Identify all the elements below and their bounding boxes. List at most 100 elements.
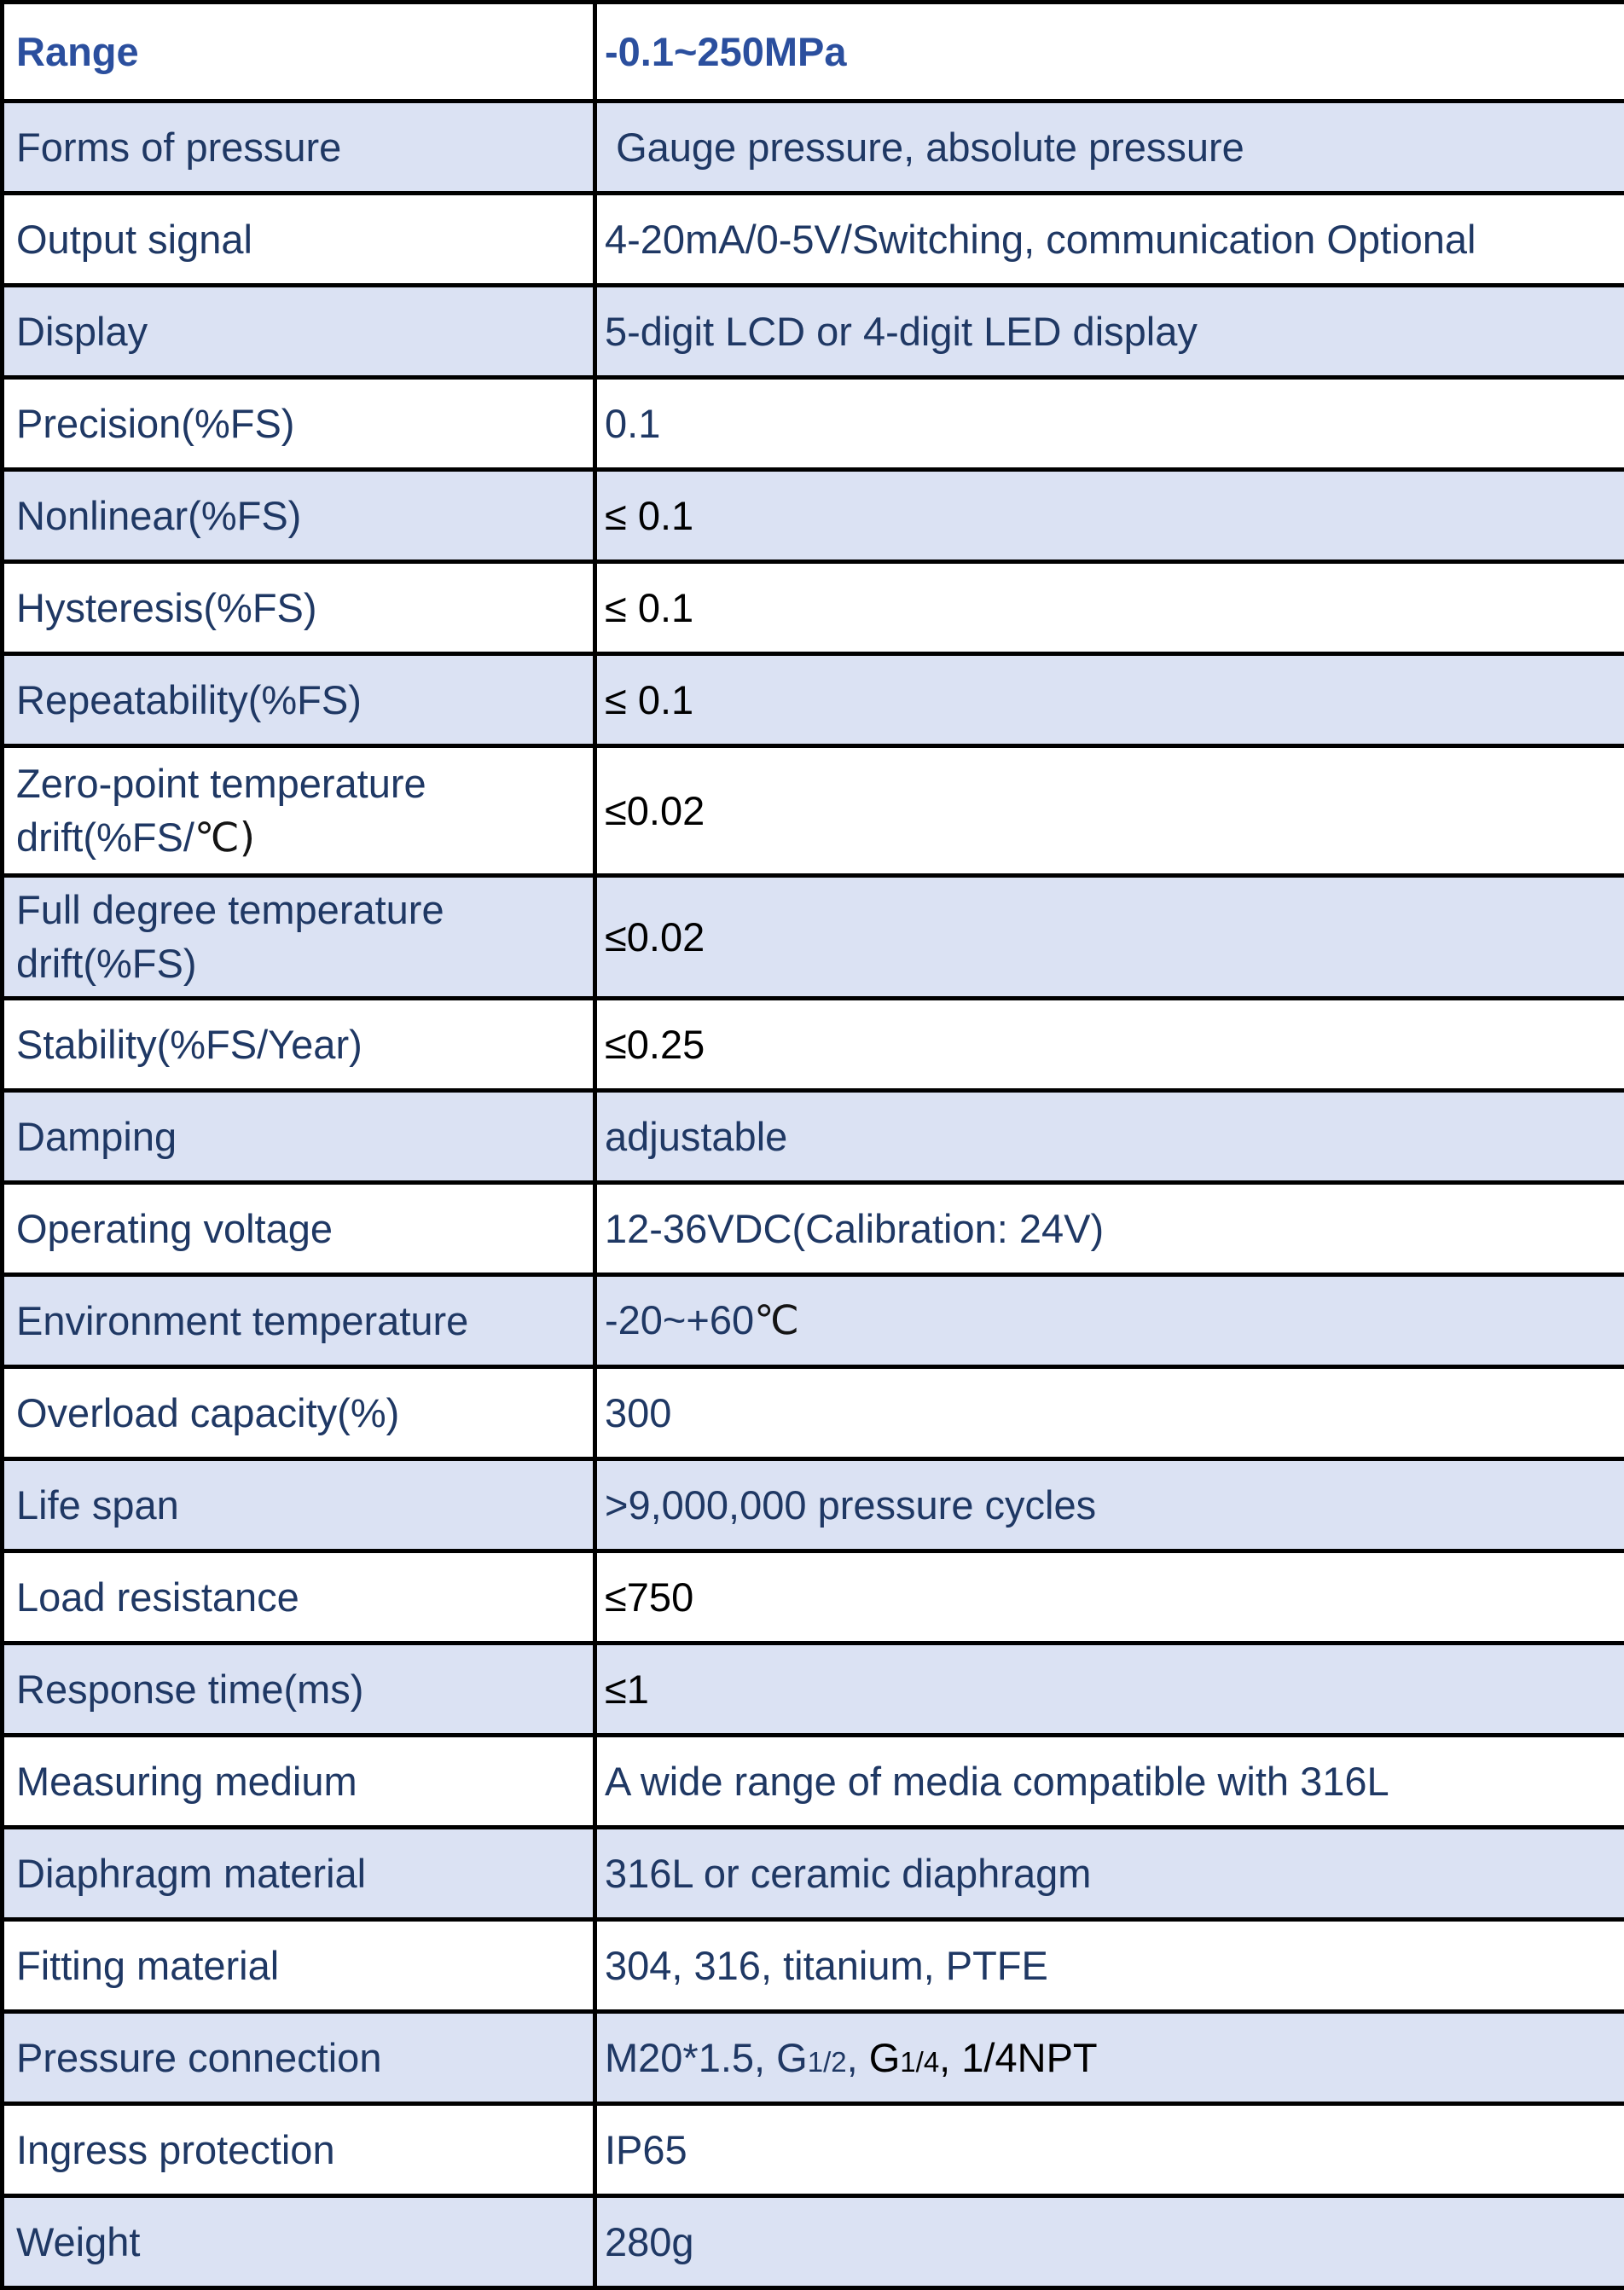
spec-label-cell: Zero-point temperature drift(%FS/℃) bbox=[3, 746, 595, 876]
spec-label-cell: Weight bbox=[3, 2195, 595, 2287]
value-text: , 1/4NPT bbox=[939, 2035, 1097, 2080]
value-text: 1/2 bbox=[808, 2046, 847, 2078]
value-text: IP65 bbox=[605, 2127, 687, 2172]
spec-row: Ingress protection IP65 bbox=[3, 2103, 1624, 2195]
spec-row: Life span >9,000,000 pressure cycles bbox=[3, 1458, 1624, 1551]
spec-value-cell: adjustable bbox=[595, 1090, 1624, 1182]
spec-label-cell: Diaphragm material bbox=[3, 1827, 595, 1919]
spec-value-cell: 12-36VDC(Calibration: 24V) bbox=[595, 1182, 1624, 1274]
spec-row: Stability(%FS/Year) ≤0.25 bbox=[3, 998, 1624, 1090]
spec-value-cell: 0.1 bbox=[595, 378, 1624, 470]
value-text: ≤1 bbox=[605, 1667, 649, 1712]
value-text: ≤ 0.1 bbox=[605, 585, 693, 630]
spec-value-cell: Gauge pressure, absolute pressure bbox=[595, 101, 1624, 194]
spec-row: Damping adjustable bbox=[3, 1090, 1624, 1182]
label-text: Operating voltage bbox=[16, 1206, 333, 1251]
label-text: Overload capacity(%) bbox=[16, 1390, 399, 1435]
value-text: 304, 316, titanium, PTFE bbox=[605, 1943, 1048, 1988]
spec-label-cell: Overload capacity(%) bbox=[3, 1366, 595, 1458]
spec-label-cell: Environment temperature bbox=[3, 1274, 595, 1366]
label-text: Weight bbox=[16, 2219, 140, 2264]
spec-label-cell: Display bbox=[3, 286, 595, 378]
spec-table-body: Range -0.1~250MPa Forms of pressure Gaug… bbox=[3, 3, 1624, 2288]
spec-value-cell: ≤ 0.1 bbox=[595, 562, 1624, 654]
spec-row: Hysteresis(%FS) ≤ 0.1 bbox=[3, 562, 1624, 654]
spec-value-cell: ≤0.02 bbox=[595, 746, 1624, 876]
value-text: ≤0.02 bbox=[605, 914, 705, 959]
spec-label-cell: Nonlinear(%FS) bbox=[3, 470, 595, 562]
spec-value-cell: -0.1~250MPa bbox=[595, 3, 1624, 101]
value-text: 0.1 bbox=[605, 401, 660, 446]
label-text: Fitting material bbox=[16, 1943, 279, 1988]
label-text: Full degree temperature drift(%FS) bbox=[16, 887, 444, 986]
spec-label-cell: Operating voltage bbox=[3, 1182, 595, 1274]
spec-value-cell: A wide range of media compatible with 31… bbox=[595, 1735, 1624, 1827]
label-text: Output signal bbox=[16, 217, 252, 262]
label-text: Repeatability(%FS) bbox=[16, 677, 362, 722]
value-text: adjustable bbox=[605, 1114, 787, 1159]
value-text: ℃ bbox=[754, 1297, 799, 1344]
spec-label-cell: Damping bbox=[3, 1090, 595, 1182]
value-text: , bbox=[847, 2035, 869, 2080]
value-text: A wide range of media compatible with 31… bbox=[605, 1759, 1389, 1804]
value-text: Gauge pressure, absolute pressure bbox=[605, 125, 1244, 170]
label-text: Measuring medium bbox=[16, 1759, 357, 1804]
spec-label-cell: Repeatability(%FS) bbox=[3, 654, 595, 746]
spec-label-cell: Response time(ms) bbox=[3, 1643, 595, 1735]
spec-value-cell: ≤1 bbox=[595, 1643, 1624, 1735]
spec-row: Measuring medium A wide range of media c… bbox=[3, 1735, 1624, 1827]
label-text: Diaphragm material bbox=[16, 1851, 366, 1896]
spec-row: Output signal 4-20mA/0-5V/Switching, com… bbox=[3, 194, 1624, 286]
value-text: 4-20mA/0-5V/Switching, communication Opt… bbox=[605, 217, 1476, 262]
value-text: G bbox=[869, 2035, 901, 2080]
spec-row: Operating voltage 12-36VDC(Calibration: … bbox=[3, 1182, 1624, 1274]
value-text: ≤0.25 bbox=[605, 1022, 705, 1067]
label-text: Hysteresis(%FS) bbox=[16, 585, 317, 630]
spec-row: Forms of pressure Gauge pressure, absolu… bbox=[3, 101, 1624, 194]
value-text: -0.1~250MPa bbox=[605, 29, 847, 74]
value-text: ≤750 bbox=[605, 1574, 693, 1620]
value-text: 280g bbox=[605, 2219, 694, 2264]
spec-value-cell: 280g bbox=[595, 2195, 1624, 2287]
label-text: Forms of pressure bbox=[16, 125, 341, 170]
value-text: >9,000,000 pressure cycles bbox=[605, 1482, 1096, 1528]
spec-value-cell: IP65 bbox=[595, 2103, 1624, 2195]
label-text: Display bbox=[16, 309, 148, 354]
spec-value-cell: 304, 316, titanium, PTFE bbox=[595, 1919, 1624, 2011]
label-text: Ingress protection bbox=[16, 2127, 335, 2172]
spec-row: Pressure connection M20*1.5, G1/2, G1/4,… bbox=[3, 2011, 1624, 2103]
label-text: Response time(ms) bbox=[16, 1667, 363, 1712]
spec-row: Environment temperature -20~+60℃ bbox=[3, 1274, 1624, 1366]
spec-label-cell: Fitting material bbox=[3, 1919, 595, 2011]
value-text: 12-36VDC(Calibration: 24V) bbox=[605, 1206, 1104, 1251]
value-text: M20*1.5, G bbox=[605, 2035, 808, 2080]
spec-value-cell: ≤750 bbox=[595, 1551, 1624, 1643]
spec-label-cell: Pressure connection bbox=[3, 2011, 595, 2103]
spec-value-cell: ≤ 0.1 bbox=[595, 470, 1624, 562]
label-text: Life span bbox=[16, 1482, 179, 1528]
spec-value-cell: 5-digit LCD or 4-digit LED display bbox=[595, 286, 1624, 378]
spec-label-cell: Output signal bbox=[3, 194, 595, 286]
spec-value-cell: ≤ 0.1 bbox=[595, 654, 1624, 746]
label-text: Damping bbox=[16, 1114, 177, 1159]
value-text: ≤ 0.1 bbox=[605, 677, 693, 722]
spec-value-cell: M20*1.5, G1/2, G1/4, 1/4NPT bbox=[595, 2011, 1624, 2103]
spec-row: Repeatability(%FS) ≤ 0.1 bbox=[3, 654, 1624, 746]
spec-row: Range -0.1~250MPa bbox=[3, 3, 1624, 101]
spec-row: Precision(%FS) 0.1 bbox=[3, 378, 1624, 470]
spec-row: Weight 280g bbox=[3, 2195, 1624, 2287]
label-text: Stability(%FS/Year) bbox=[16, 1022, 362, 1067]
spec-label-cell: Precision(%FS) bbox=[3, 378, 595, 470]
spec-label-cell: Load resistance bbox=[3, 1551, 595, 1643]
value-text: -20~+60 bbox=[605, 1297, 754, 1342]
label-text: Environment temperature bbox=[16, 1298, 468, 1343]
label-text: ℃) bbox=[194, 815, 255, 861]
spec-label-cell: Measuring medium bbox=[3, 1735, 595, 1827]
spec-value-cell: ≤0.02 bbox=[595, 876, 1624, 999]
spec-value-cell: 300 bbox=[595, 1366, 1624, 1458]
label-text: Pressure connection bbox=[16, 2035, 381, 2080]
spec-label-cell: Full degree temperature drift(%FS) bbox=[3, 876, 595, 999]
spec-label-cell: Hysteresis(%FS) bbox=[3, 562, 595, 654]
value-text: 5-digit LCD or 4-digit LED display bbox=[605, 309, 1198, 354]
